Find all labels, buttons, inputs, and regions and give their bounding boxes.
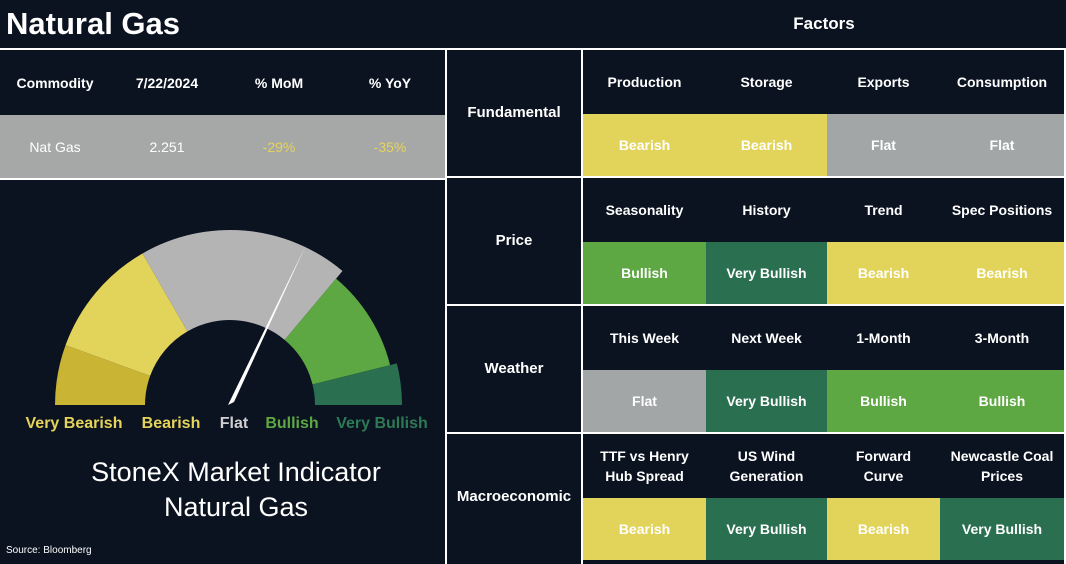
table-cell: 2.251 [149, 138, 185, 155]
gauge-title: StoneX Market Indicator Natural Gas [0, 450, 472, 530]
factor-label: Trend [864, 202, 903, 218]
factor-label: Next Week [731, 330, 802, 346]
factor-signal: Bearish [940, 242, 1064, 304]
factor-label: TTF vs Henry Hub Spread [600, 448, 689, 484]
factor-signal: Very Bullish [706, 242, 827, 304]
gauge: Very Bearish Bearish Flat Bullish Very Bulli… [26, 230, 428, 432]
divider [0, 178, 446, 180]
factors-title: Factors [793, 14, 855, 33]
factor-label: Exports [857, 74, 910, 90]
gauge-segment [312, 363, 402, 405]
factor-signal: Bullish [583, 242, 706, 304]
factor-signal: Very Bullish [706, 370, 827, 432]
factor-label: Consumption [956, 74, 1048, 90]
factor-label: US Wind Generation [729, 448, 804, 484]
factor-signal: Bullish [827, 370, 940, 432]
divider [447, 176, 1066, 178]
factor-signal: Bearish [827, 498, 940, 560]
gauge-segment [55, 345, 151, 405]
divider [581, 48, 583, 564]
divider [447, 304, 1066, 306]
gauge-label: Bullish [265, 415, 318, 432]
table-row-bg [0, 115, 445, 178]
gauge-segment [142, 230, 343, 340]
source: Source: Bloomberg [6, 545, 92, 556]
factor-label: Production [607, 74, 682, 90]
gauge-label: Very Bearish [26, 415, 123, 432]
table-cell: -35% [373, 138, 407, 155]
factor-signal: Flat [583, 370, 706, 432]
section-name: Price [495, 232, 533, 249]
gauge-segment [284, 278, 391, 385]
table-cell: Nat Gas [29, 138, 81, 155]
section-name: Weather [484, 360, 544, 377]
factor-signal: Bearish [827, 242, 940, 304]
table-header: % YoY [368, 74, 412, 91]
table-cell: -29% [262, 138, 296, 155]
section-name: Macroeconomic [456, 488, 572, 505]
factor-signal: Flat [827, 114, 940, 176]
factor-label: Storage [740, 74, 793, 90]
table-header: % MoM [254, 74, 304, 91]
gauge-segment [65, 253, 188, 376]
factor-label: Seasonality [605, 202, 684, 218]
divider [447, 432, 1066, 434]
divider [445, 48, 447, 564]
section-name: Fundamental [467, 104, 561, 121]
factor-label: This Week [610, 330, 679, 346]
title: Natural Gas [6, 6, 181, 41]
factor-label: Forward Curve [855, 448, 912, 484]
divider [0, 48, 1066, 50]
gauge-title-line: Natural Gas [163, 492, 309, 522]
table-header: 7/22/2024 [135, 74, 199, 91]
factor-signal: Very Bullish [706, 498, 827, 560]
factor-signal: Bearish [583, 114, 706, 176]
factor-signal: Bullish [940, 370, 1064, 432]
factor-label: Spec Positions [951, 202, 1053, 218]
gauge-label: Flat [220, 415, 249, 432]
factor-signal: Flat [940, 114, 1064, 176]
factor-signal: Bearish [706, 114, 827, 176]
factor-signal: Bearish [583, 498, 706, 560]
factor-label: 3-Month [974, 330, 1030, 346]
factor-signal: Very Bullish [940, 498, 1064, 560]
factor-label: History [742, 202, 791, 218]
table-header: Commodity [16, 74, 94, 91]
factor-label: 1-Month [856, 330, 911, 346]
gauge-label: Bearish [142, 415, 201, 432]
factor-label: Newcastle Coal Prices [950, 448, 1054, 484]
divider [1064, 48, 1066, 564]
gauge-label: Very Bullish [336, 415, 428, 432]
gauge-title-line: StoneX Market Indicator [91, 457, 381, 487]
gauge-needle [228, 245, 306, 405]
